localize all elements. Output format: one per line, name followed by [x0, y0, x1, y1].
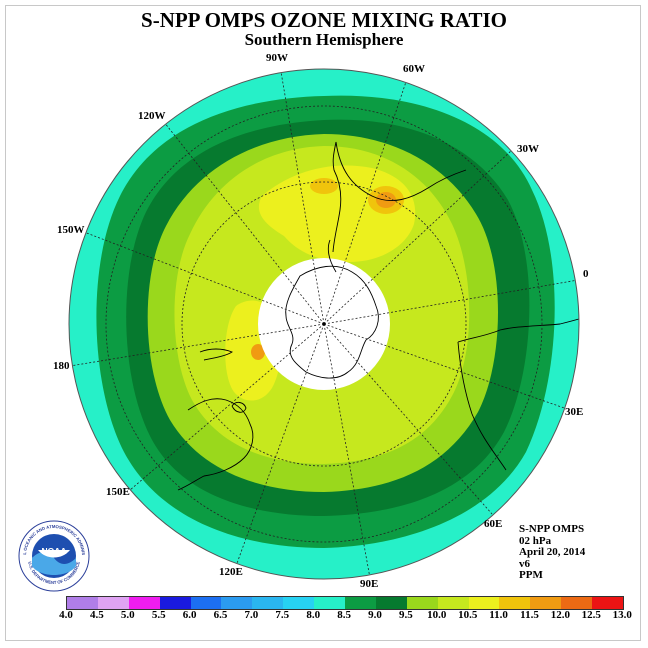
antarctica-coastline	[285, 265, 379, 379]
colorbar-swatch-5.5	[159, 597, 191, 609]
lon-label-180: 180	[53, 360, 70, 372]
latitude-ring-30s	[105, 105, 543, 543]
tasmania-coast	[231, 401, 247, 413]
colorbar-tick-label: 7.0	[244, 609, 259, 621]
lon-label-120w: 120W	[138, 110, 166, 122]
lon-label-60w: 60W	[403, 63, 425, 75]
colorbar-tick-label: 5.0	[120, 609, 135, 621]
lon-label-30w: 30W	[517, 143, 539, 155]
colorbar-swatch-6.0	[190, 597, 222, 609]
noaa-logo: NATIONAL OCEANIC AND ATMOSPHERIC ADMINIS…	[18, 520, 90, 592]
coastlines	[177, 141, 579, 491]
colorbar-swatch-7.0	[252, 597, 284, 609]
colorbar-swatch-6.5	[221, 597, 253, 609]
info-units: PPM	[519, 569, 543, 582]
colorbar-swatch-9.5	[406, 597, 438, 609]
info-version: v6	[519, 557, 530, 570]
lon-label-90e: 90E	[360, 578, 379, 590]
africa-coast	[457, 317, 579, 471]
lon-label-90w: 90W	[266, 52, 288, 64]
colorbar-tick-label: 7.5	[275, 609, 290, 621]
map-boundary	[68, 68, 580, 580]
colorbar-tick-label: 6.5	[213, 609, 228, 621]
colorbar-swatch-11.5	[530, 597, 562, 609]
colorbar-tick-label: 9.0	[368, 609, 382, 621]
colorbar-tick-label: 10.0	[427, 609, 447, 621]
lon-label-30e: 30E	[565, 406, 584, 418]
lon-label-120e: 120E	[219, 566, 243, 578]
antarctic-peninsula	[327, 239, 337, 273]
figure-title: S-NPP OMPS OZONE MIXING RATIO	[141, 8, 507, 32]
colorbar-tick-label: 11.0	[489, 609, 508, 621]
colorbar-tick-label: 10.5	[458, 609, 478, 621]
colorbar-tick-label: 13.0	[612, 609, 632, 621]
colorbar-tick-label: 12.5	[581, 609, 601, 621]
band-11-0-a	[310, 178, 338, 194]
colorbar	[66, 596, 625, 610]
band-11-5-west	[251, 344, 265, 360]
colorbar-swatch-9.0	[375, 597, 407, 609]
info-date: April 20, 2014	[519, 546, 586, 559]
colorbar-tick-label: 5.5	[151, 609, 166, 621]
colorbar-tick-label: 12.0	[550, 609, 571, 621]
colorbar-swatch-5.0	[128, 597, 160, 609]
colorbar-tick-label: 11.5	[520, 609, 539, 621]
colorbar-swatch-10.5	[468, 597, 500, 609]
info-pressure: 02 hPa	[519, 534, 552, 547]
colorbar-tick-label: 8.0	[306, 609, 321, 621]
colorbar-tick-label: 6.0	[182, 609, 197, 621]
figure-frame	[5, 5, 641, 641]
figure-subtitle: Southern Hemisphere	[244, 30, 404, 49]
info-block: S-NPP OMPS 02 hPa April 20, 2014 v6 PPM	[519, 523, 586, 582]
colorbar-tick-label: 4.0	[59, 609, 73, 621]
south-pole-marker	[322, 322, 326, 326]
latitude-ring-60s	[181, 181, 467, 467]
south-america-coast	[332, 141, 467, 253]
lon-label-60e: 60E	[484, 518, 503, 530]
colorbar-swatch-8.0	[314, 597, 346, 609]
colorbar-swatch-4.0	[67, 597, 98, 609]
colorbar-swatch-12.5	[592, 597, 624, 609]
colorbar-tick-label: 8.5	[337, 609, 351, 621]
info-instrument: S-NPP OMPS	[519, 523, 585, 535]
colorbar-tick-label: 4.5	[90, 609, 104, 621]
colorbar-ticks: 4.0 4.5 5.0 5.5 6.0 6.5 7.0 7.5 8.0 8.5 9.0 9.5 10.0…	[0, 609, 648, 623]
colorbar-swatch-11.0	[499, 597, 531, 609]
lon-label-150w: 150W	[57, 224, 85, 236]
colorbar-swatch-10.0	[437, 597, 469, 609]
new-zealand-coast	[199, 348, 233, 361]
logo-text: NOAA	[41, 546, 66, 556]
colorbar-tick-label: 9.5	[399, 609, 413, 621]
australia-coast	[177, 398, 254, 491]
colorbar-swatch-7.5	[283, 597, 315, 609]
colorbar-swatch-12.0	[561, 597, 593, 609]
lon-label-150e: 150E	[106, 486, 130, 498]
lon-label-0: 0	[583, 268, 589, 280]
graticule	[69, 69, 579, 579]
colorbar-swatch-4.5	[97, 597, 129, 609]
colorbar-swatch-8.5	[345, 597, 376, 609]
